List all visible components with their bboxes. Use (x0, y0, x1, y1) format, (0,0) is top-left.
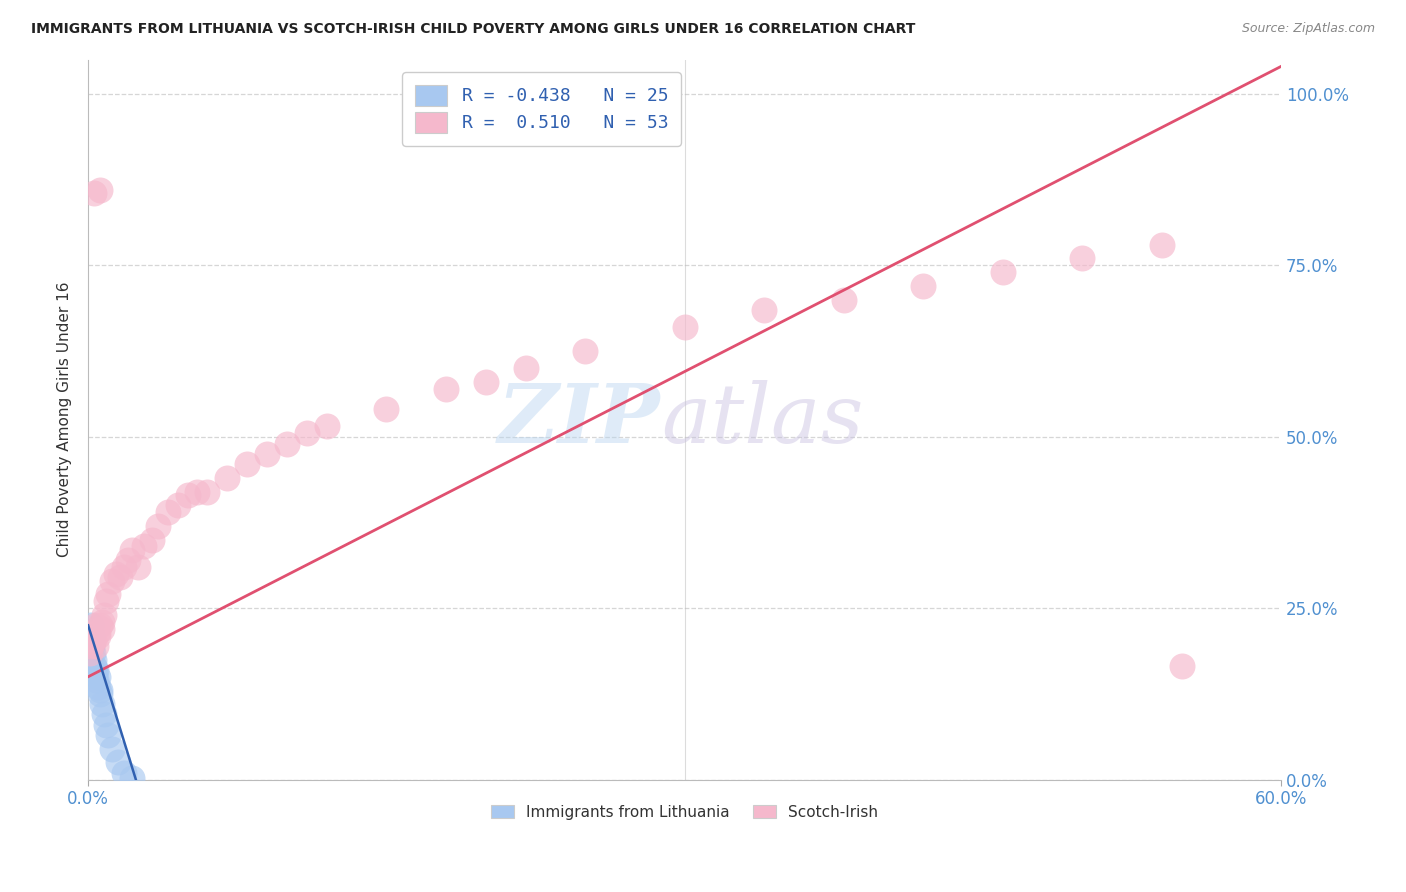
Point (80, 618, 103, 632)
Point (82, 629, 104, 643)
Point (991, 265, 1014, 279)
Point (83, 652, 105, 666)
Point (82, 632, 104, 646)
Point (82, 635, 104, 649)
Point (79, 646, 101, 660)
Point (83, 632, 105, 646)
Point (84, 673, 107, 688)
Point (315, 419, 337, 434)
Point (87, 670, 110, 684)
Point (197, 484, 219, 499)
Legend: Immigrants from Lithuania, Scotch-Irish: Immigrants from Lithuania, Scotch-Irish (485, 798, 884, 826)
Point (474, 375, 496, 389)
Point (132, 540, 155, 554)
Point (673, 320, 696, 334)
Point (82, 632, 104, 646)
Point (295, 426, 318, 441)
Point (156, 505, 179, 519)
Point (104, 566, 127, 581)
Point (236, 457, 259, 471)
Point (83, 659, 105, 673)
Point (574, 344, 596, 359)
Point (166, 498, 188, 512)
Point (87, 680, 110, 694)
Point (93, 707, 115, 722)
Point (89, 183, 111, 197)
Point (94, 594, 117, 608)
Point (108, 570, 131, 584)
Point (121, 542, 143, 557)
Point (83, 186, 105, 201)
Point (97, 587, 120, 601)
Point (1150, 237, 1173, 252)
Point (89, 683, 111, 698)
Point (91, 697, 114, 711)
Point (186, 484, 208, 499)
Point (276, 436, 298, 450)
Point (217, 471, 239, 485)
Point (752, 302, 775, 317)
Point (121, 771, 143, 785)
Point (107, 756, 129, 770)
Text: Source: ZipAtlas.com: Source: ZipAtlas.com (1241, 22, 1375, 36)
Point (91, 622, 114, 636)
Point (101, 574, 124, 588)
Point (912, 279, 935, 293)
Point (515, 361, 537, 376)
Point (82, 646, 104, 660)
Point (176, 488, 198, 502)
Text: IMMIGRANTS FROM LITHUANIA VS SCOTCH-IRISH CHILD POVERTY AMONG GIRLS UNDER 16 COR: IMMIGRANTS FROM LITHUANIA VS SCOTCH-IRIS… (31, 22, 915, 37)
Text: ZIP: ZIP (498, 380, 661, 459)
Point (84, 639, 107, 653)
Point (89, 618, 111, 632)
Point (89, 687, 111, 701)
Point (79, 625, 101, 640)
Point (91, 615, 114, 629)
Point (82, 639, 104, 653)
Point (79, 639, 101, 653)
Text: atlas: atlas (661, 380, 863, 459)
Point (146, 519, 169, 533)
Point (97, 728, 120, 742)
Point (93, 607, 115, 622)
Point (112, 765, 135, 780)
Point (79, 652, 101, 666)
Point (87, 625, 110, 640)
Point (84, 618, 107, 632)
Point (84, 663, 107, 677)
Point (832, 293, 855, 307)
Point (141, 533, 163, 547)
Point (117, 553, 139, 567)
Point (87, 629, 110, 643)
Point (94, 717, 117, 731)
Point (83, 625, 105, 640)
Point (80, 629, 103, 643)
Y-axis label: Child Poverty Among Girls Under 16: Child Poverty Among Girls Under 16 (58, 282, 72, 558)
Point (256, 447, 278, 461)
Point (80, 639, 103, 653)
Point (1170, 659, 1192, 673)
Point (127, 560, 149, 574)
Point (84, 666, 107, 681)
Point (434, 382, 457, 396)
Point (112, 560, 135, 574)
Point (375, 402, 398, 417)
Point (101, 741, 124, 756)
Point (1071, 252, 1094, 266)
